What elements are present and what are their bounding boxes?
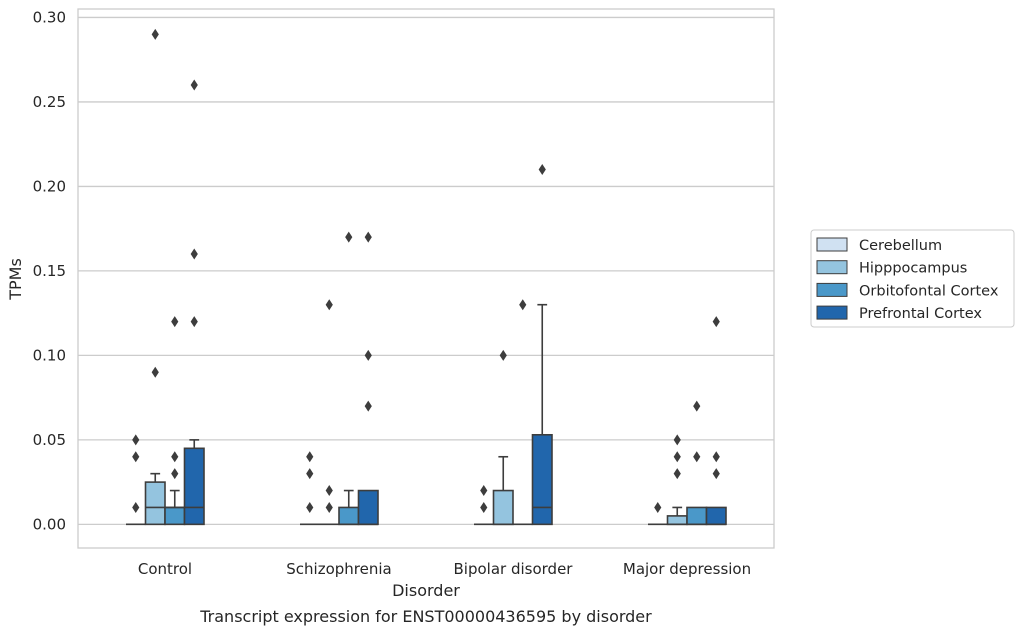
outlier-point (325, 299, 333, 311)
box (705, 506, 727, 526)
outlier-point (306, 501, 314, 513)
y-tick-label: 0.25 (33, 93, 66, 111)
outlier-point (151, 366, 159, 378)
box (686, 506, 708, 526)
x-tick-label: Control (138, 560, 192, 578)
outlier-point (151, 28, 159, 40)
legend-swatch (816, 260, 848, 275)
y-tick-label: 0.00 (33, 515, 66, 533)
outlier-point (654, 501, 662, 513)
legend-swatch (816, 237, 848, 252)
box (144, 481, 166, 526)
outlier-point (480, 485, 488, 497)
outlier-point (325, 485, 333, 497)
outlier-point (712, 316, 720, 328)
box (164, 506, 186, 526)
outlier-point (712, 451, 720, 463)
boxes (126, 28, 727, 526)
outlier-point (693, 451, 701, 463)
x-tick-label: Schizophrenia (286, 560, 391, 578)
box (338, 506, 360, 526)
outlier-point (673, 468, 681, 480)
outlier-point (190, 248, 198, 260)
outlier-point (519, 299, 527, 311)
outlier-point (171, 468, 179, 480)
y-tick-label: 0.05 (33, 431, 66, 449)
y-tick-labels: 0.00 0.05 0.10 0.15 0.20 0.25 0.30 (33, 8, 66, 533)
gridlines (78, 16, 774, 525)
box (531, 433, 553, 526)
outlier-point (132, 451, 140, 463)
outlier-point (673, 451, 681, 463)
legend: Cerebellum Hipppocampus Orbitofontal Corte… (810, 229, 1015, 328)
outlier-point (190, 79, 198, 91)
y-tick-label: 0.15 (33, 262, 66, 280)
outlier-point (538, 164, 546, 176)
legend-label: Orbitofontal Cortex (859, 283, 999, 299)
legend-label: Prefrontal Cortex (859, 306, 982, 322)
plot-frame (77, 8, 775, 549)
y-tick-label: 0.10 (33, 346, 66, 364)
outlier-point (345, 231, 353, 243)
x-tick-label: Major depression (623, 560, 751, 578)
outlier-point (364, 400, 372, 412)
x-axis-label: Disorder (392, 581, 460, 600)
legend-label: Cerebellum (859, 238, 942, 254)
outlier-point (325, 501, 333, 513)
outlier-point (499, 349, 507, 361)
outlier-point (171, 316, 179, 328)
outlier-point (673, 434, 681, 446)
outlier-point (712, 468, 720, 480)
x-tick-labels: Control Schizophrenia Bipolar disorder Majo… (138, 560, 751, 578)
outlier-point (132, 434, 140, 446)
legend-swatch (816, 282, 848, 297)
box (666, 515, 688, 526)
outlier-point (364, 349, 372, 361)
outlier-point (132, 501, 140, 513)
x-tick-label: Bipolar disorder (454, 560, 574, 578)
legend-swatch (816, 305, 848, 320)
outlier-point (693, 400, 701, 412)
y-axis-label: TPMs (6, 258, 25, 301)
outlier-point (190, 316, 198, 328)
legend-frame (810, 229, 1015, 328)
legend-label: Hipppocampus (859, 261, 967, 277)
box (357, 489, 379, 526)
y-tick-label: 0.20 (33, 177, 66, 195)
outlier-point (306, 468, 314, 480)
outlier-point (171, 451, 179, 463)
outlier-point (364, 231, 372, 243)
outlier-point (306, 451, 314, 463)
box (183, 447, 205, 526)
outlier-point (480, 501, 488, 513)
figure-caption: Transcript expression for ENST0000043659… (199, 607, 652, 626)
box (492, 489, 514, 526)
y-tick-label: 0.30 (33, 8, 66, 26)
